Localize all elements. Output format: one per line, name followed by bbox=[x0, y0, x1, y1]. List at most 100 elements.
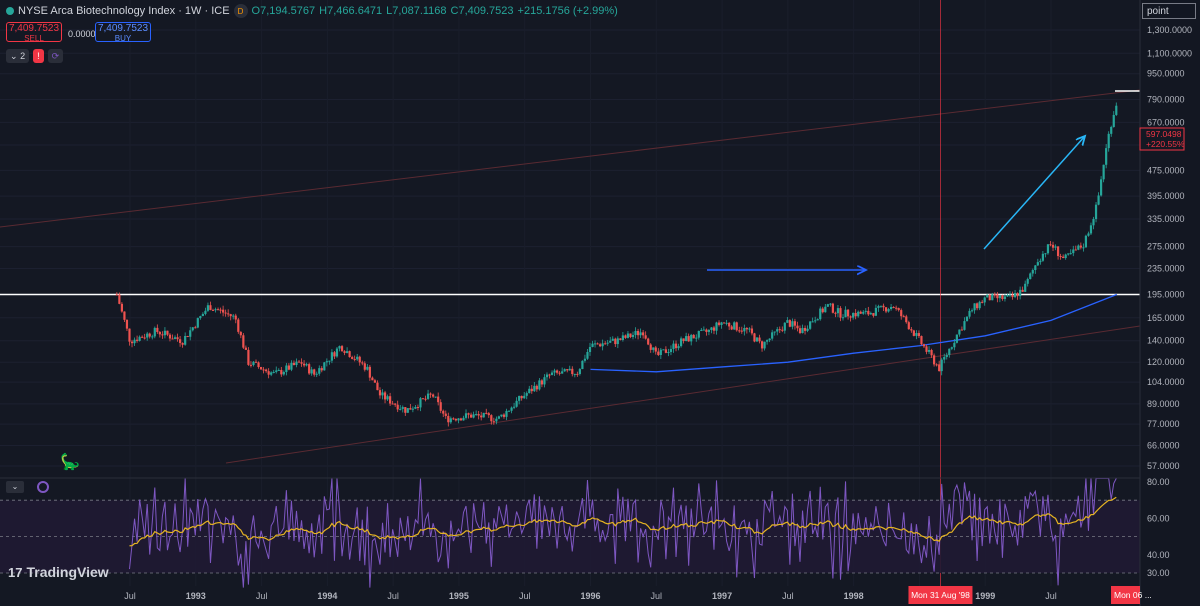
candle-body bbox=[685, 336, 688, 342]
candle-body bbox=[806, 328, 809, 331]
candle-body bbox=[593, 343, 597, 345]
rsi-settings-icon[interactable] bbox=[37, 481, 49, 493]
candle-body bbox=[348, 351, 351, 358]
scale-mode-selector[interactable]: point bbox=[1142, 3, 1196, 19]
candle-body bbox=[292, 362, 296, 365]
candle-body bbox=[690, 334, 693, 342]
candle-body bbox=[616, 338, 619, 345]
candle-body bbox=[695, 337, 698, 339]
candle-body bbox=[1087, 233, 1090, 236]
candle-body bbox=[206, 305, 210, 311]
candle-body bbox=[955, 334, 958, 343]
candle-body bbox=[204, 310, 207, 314]
candle-body bbox=[318, 368, 321, 374]
candle-body bbox=[879, 305, 883, 307]
indicator-toggle[interactable]: ⌄ 2 bbox=[6, 49, 30, 63]
candle-body bbox=[869, 313, 872, 315]
candle-body bbox=[621, 335, 624, 341]
rsi-collapse-button[interactable]: ⌄ bbox=[6, 481, 24, 493]
candle-body bbox=[545, 374, 549, 378]
time-tick-label: 1995 bbox=[449, 591, 469, 601]
candle-body bbox=[1074, 249, 1077, 251]
candle-body bbox=[396, 404, 399, 410]
candle-body bbox=[178, 339, 182, 343]
alert-badge[interactable]: ! bbox=[33, 49, 44, 63]
candle-body bbox=[227, 313, 230, 315]
candle-body bbox=[1056, 246, 1060, 257]
tradingview-logo[interactable]: 17 TradingView bbox=[8, 564, 109, 580]
sell-button[interactable]: 7,409.7523 SELL bbox=[6, 22, 62, 43]
candle-body bbox=[809, 321, 812, 329]
candle-body bbox=[917, 333, 921, 337]
candle-body bbox=[889, 306, 893, 310]
candle-body bbox=[242, 335, 245, 348]
candle-body bbox=[361, 362, 364, 364]
time-tick-label: 1999 bbox=[975, 591, 995, 601]
rsi-tick-label: 80.00 bbox=[1147, 477, 1170, 487]
candle-body bbox=[290, 362, 293, 370]
time-tick-label: Jul bbox=[782, 591, 794, 601]
candle-body bbox=[151, 336, 154, 338]
candle-body bbox=[480, 415, 483, 418]
dinosaur-icon[interactable]: 🦕 bbox=[60, 454, 80, 471]
candle-body bbox=[399, 408, 402, 410]
candle-body bbox=[1069, 253, 1072, 255]
candle-body bbox=[120, 303, 124, 312]
candle-body bbox=[469, 414, 473, 418]
candle-body bbox=[454, 418, 457, 421]
candle-body bbox=[738, 330, 741, 332]
candle-body bbox=[1041, 253, 1045, 261]
candle-body bbox=[1039, 260, 1042, 263]
end-date-tag bbox=[1111, 586, 1140, 604]
candle-body bbox=[905, 316, 908, 323]
candle-body bbox=[786, 320, 789, 323]
buy-button[interactable]: 7,409.7523 BUY bbox=[95, 22, 151, 43]
rsi-tick-label: 30.00 bbox=[1147, 568, 1170, 578]
candle-body bbox=[492, 421, 495, 423]
candle-body bbox=[788, 320, 791, 327]
candle-body bbox=[432, 394, 435, 397]
rsi-line bbox=[128, 477, 1117, 588]
candle-body bbox=[748, 328, 751, 330]
candle-body bbox=[662, 349, 665, 351]
candle-body bbox=[991, 294, 994, 301]
candle-body bbox=[1036, 262, 1039, 266]
drawings bbox=[0, 0, 1141, 586]
candle-body bbox=[282, 372, 285, 375]
candle-body bbox=[609, 340, 612, 343]
candle-body bbox=[356, 356, 359, 360]
symbol-title[interactable]: NYSE Arca Biotechnology Index · 1W · ICE bbox=[18, 5, 230, 17]
sync-icon[interactable]: ⟳ bbox=[47, 49, 64, 63]
candle-body bbox=[1051, 244, 1055, 248]
candle-body bbox=[156, 327, 159, 332]
candle-body bbox=[497, 416, 501, 419]
spread-value: 0.0000 bbox=[68, 29, 96, 39]
candle-body bbox=[857, 311, 860, 317]
candle-body bbox=[523, 395, 526, 399]
candle-body bbox=[872, 313, 875, 316]
candle-body bbox=[500, 414, 503, 417]
candle-body bbox=[118, 294, 121, 304]
candle-body bbox=[558, 372, 561, 374]
candle-body bbox=[583, 358, 587, 361]
candle-body bbox=[540, 380, 544, 385]
candle-body bbox=[148, 333, 151, 337]
candle-body bbox=[1059, 256, 1062, 258]
candle-body bbox=[981, 301, 984, 303]
candle-body bbox=[254, 361, 258, 363]
candle-body bbox=[176, 337, 179, 340]
candle-body bbox=[186, 336, 189, 338]
candle-body bbox=[629, 333, 632, 337]
candle-body bbox=[535, 385, 538, 390]
candle-body bbox=[1026, 279, 1029, 284]
candle-body bbox=[366, 366, 369, 370]
candle-body bbox=[998, 295, 1001, 299]
candle-body bbox=[411, 408, 414, 410]
candle-body bbox=[960, 329, 964, 331]
time-tick-label: 1993 bbox=[186, 591, 206, 601]
candle-body bbox=[482, 412, 485, 418]
delay-badge[interactable]: D bbox=[233, 4, 248, 18]
candle-body bbox=[864, 310, 867, 312]
candle-body bbox=[717, 322, 721, 325]
